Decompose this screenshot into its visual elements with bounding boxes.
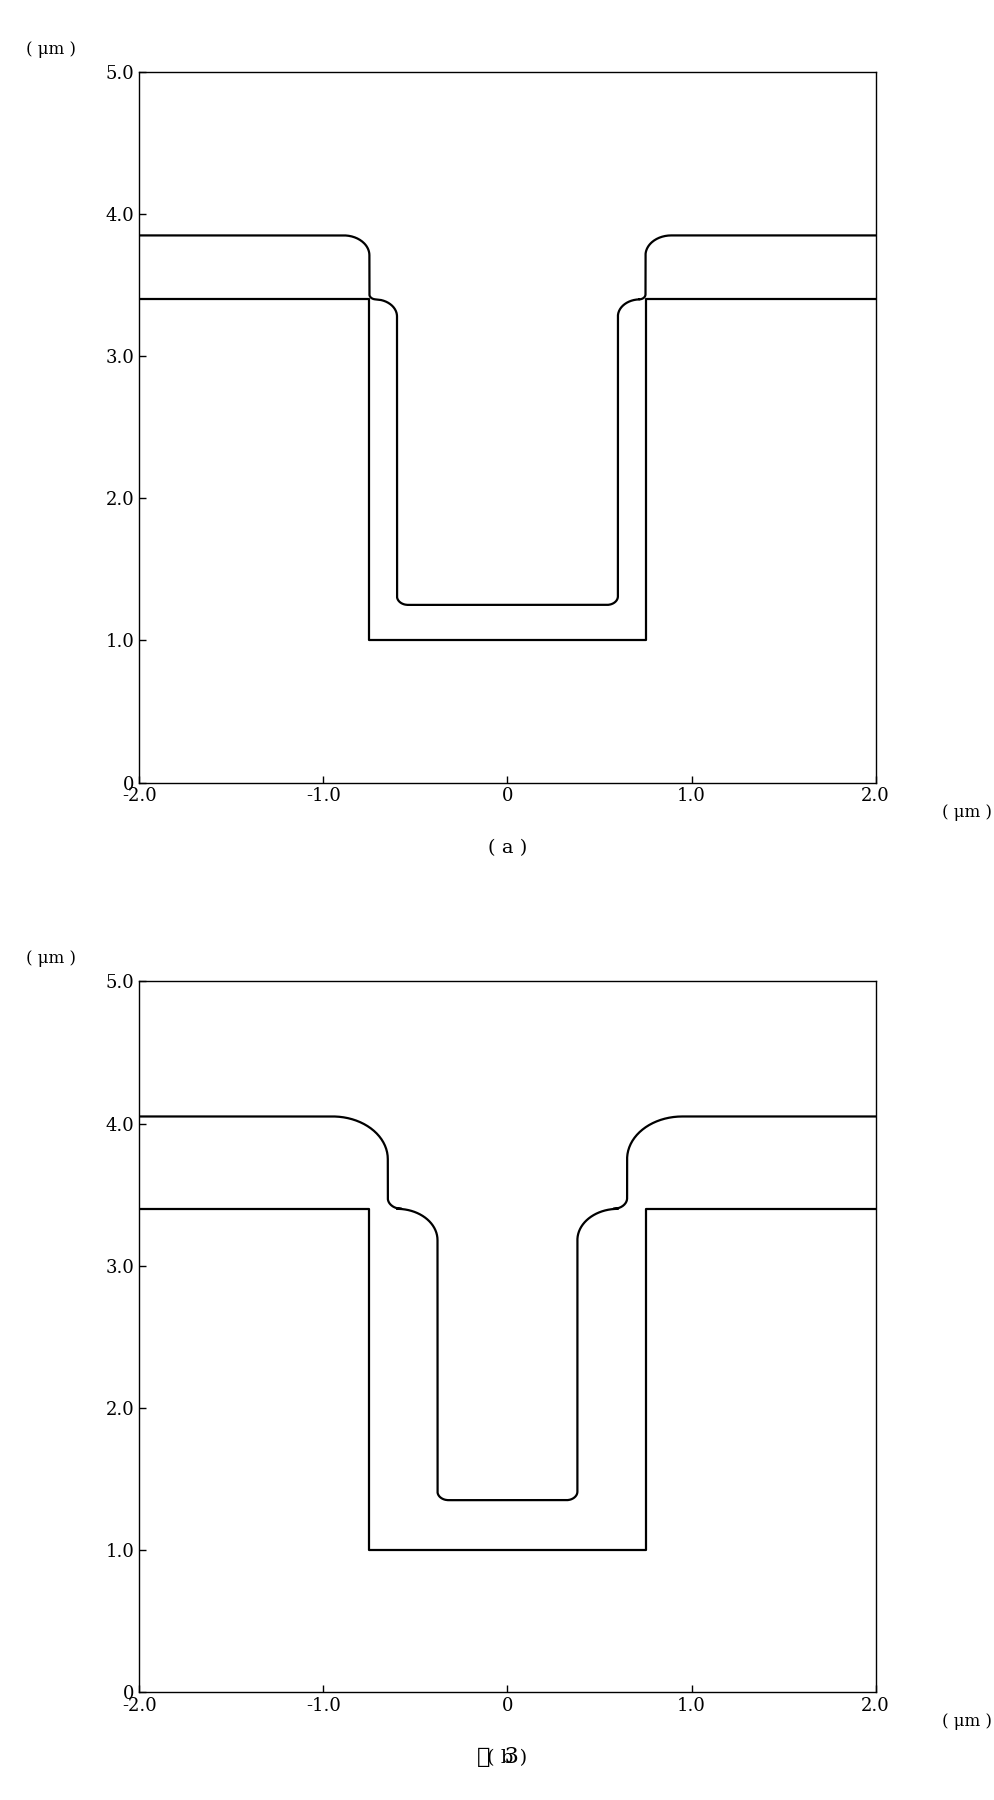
Text: ( μm ): ( μm ) [26,41,76,58]
Text: ( b ): ( b ) [487,1750,527,1768]
Text: ( μm ): ( μm ) [26,950,76,967]
Text: ( μm ): ( μm ) [941,1714,991,1730]
Text: ( a ): ( a ) [487,839,527,857]
Text: 图  3: 图 3 [476,1746,518,1768]
Text: ( μm ): ( μm ) [941,805,991,821]
